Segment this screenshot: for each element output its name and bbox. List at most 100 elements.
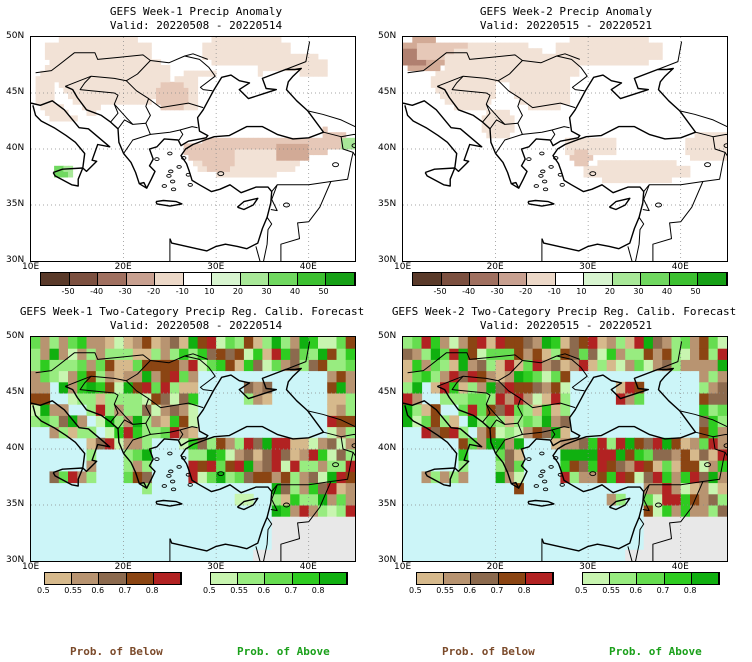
grid-cell [523,393,534,405]
grid-cell [276,137,282,144]
grid-cell [514,76,520,83]
grid-cell [165,65,171,72]
grid-cell [304,154,310,161]
grid-cell [504,359,515,372]
grid-cell [197,70,203,77]
grid-cell [625,165,631,172]
grid-cell [458,348,469,360]
grid-cell [123,93,129,100]
grid-cell [504,126,510,133]
grid-cell [105,65,111,72]
grid-cell [472,53,478,60]
grid-cell [197,160,203,167]
grid-cell [532,381,543,394]
lat-tick-label: 50N [6,331,25,341]
grid-cell [267,149,273,156]
grid-cell [643,516,654,528]
grid-cell [477,81,483,88]
grid-cell [643,348,654,360]
grid-cell [606,149,612,156]
island [559,182,565,187]
grid-cell [500,109,506,116]
grid-cell [615,59,621,66]
grid-cell [257,149,263,156]
grid-cell [35,81,41,88]
grid-cell [504,404,515,416]
grid-cell [54,70,60,77]
grid-cell [137,42,143,49]
grid-cell [35,93,41,100]
grid-cell [708,137,714,144]
colorbar-label: 0.5 [37,586,50,595]
legend-below-label-2: Prob. of Below [442,645,535,658]
grid-cell [514,370,524,383]
grid-cell [560,48,566,55]
grid-cell [578,48,584,55]
grid-cell [220,149,226,156]
grid-cell [211,154,217,161]
grid-cell [345,359,355,372]
grid-cell [453,81,459,88]
grid-cell [49,53,55,60]
grid-cell [188,154,194,161]
grid-cell [77,426,88,439]
grid-cell [151,404,162,416]
grid-cell [611,160,617,167]
grid-cell [671,527,682,540]
grid-cell [234,160,240,167]
grid-cell [403,381,413,394]
colorbar-label: 0.5 [575,586,588,595]
grid-cell [230,137,236,144]
grid-cell [588,449,598,461]
lake [332,162,340,168]
country-border [497,380,523,424]
grid-cell [169,87,175,94]
grid-cell [276,53,282,60]
grid-cell [188,460,199,472]
grid-cell [169,337,180,349]
grid-cell [463,70,469,77]
grid-cell [440,87,446,94]
grid-cell [717,516,727,528]
grid-cell [541,370,552,383]
grid-cell [699,505,709,517]
grid-cell [430,359,441,372]
island [161,184,167,188]
grid-cell [262,359,273,372]
grid-cell [105,437,115,450]
grid-cell [458,426,469,439]
grid-cell [666,171,672,178]
grid-cell [463,48,469,55]
colorbar-label: 0.55 [436,586,454,595]
grid-cell [652,516,663,528]
grid-cell [652,527,663,540]
grid-cell [345,493,355,506]
grid-cell [81,93,87,100]
grid-cell [308,437,319,450]
grid-cell [416,42,422,49]
grid-cell [657,165,663,172]
grid-cell [257,160,263,167]
grid-cell [290,165,296,172]
island [553,456,559,460]
grid-cell [685,165,691,172]
grid-cell [652,482,663,495]
grid-cell [514,348,524,360]
coastline [511,481,520,489]
colorbar-label: 0.55 [602,586,620,595]
grid-cell [243,437,254,450]
grid-cell [546,76,552,83]
grid-cell [345,549,355,561]
grid-cell [467,359,478,372]
grid-cell [81,48,87,55]
grid-cell [206,70,212,77]
grid-cell [253,154,259,161]
grid-cell [336,404,347,416]
grid-cell [294,59,300,66]
grid-cell [216,165,222,172]
grid-cell [509,42,515,49]
grid-cell [271,359,282,372]
grid-cell [257,165,263,172]
grid-cell [569,437,580,450]
country-border [270,184,278,212]
